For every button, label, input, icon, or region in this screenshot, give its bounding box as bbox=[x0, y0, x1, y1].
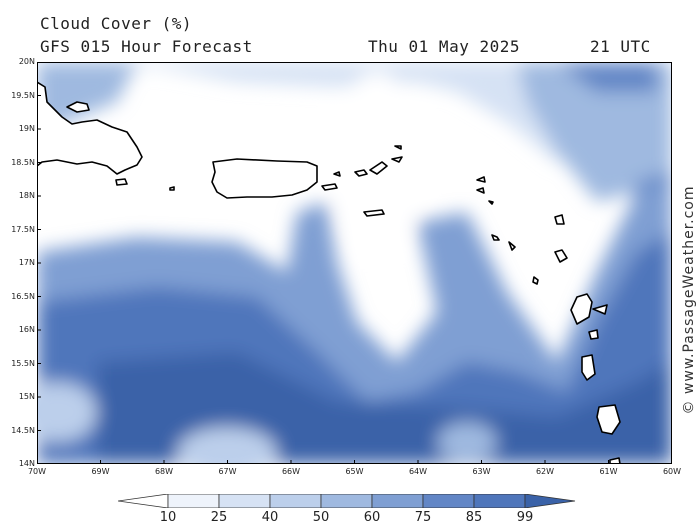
forecast-date: Thu 01 May 2025 bbox=[368, 37, 520, 56]
longitude-label: 66W bbox=[281, 467, 301, 476]
longitude-label: 69W bbox=[91, 467, 110, 476]
vieques-island bbox=[321, 183, 338, 191]
cloud-light-patch-sw bbox=[37, 382, 97, 442]
colorbar-level-label: 40 bbox=[261, 510, 279, 525]
longitude-label: 67W bbox=[218, 467, 237, 476]
longitude-label: 60W bbox=[662, 467, 682, 476]
cloud-light-patch bbox=[177, 427, 277, 464]
colorbar-segment bbox=[167, 494, 220, 508]
cloud-light-patch-se bbox=[437, 422, 497, 462]
map-canvas bbox=[37, 62, 672, 464]
montserrat-island bbox=[532, 276, 539, 285]
puerto-rico-coast bbox=[211, 158, 318, 199]
antigua-island bbox=[554, 249, 568, 263]
forecast-subtitle: GFS 015 Hour Forecast bbox=[40, 37, 253, 56]
colorbar-segment bbox=[422, 494, 475, 508]
saona-island bbox=[115, 178, 128, 186]
longitude-label: 68W bbox=[154, 467, 174, 476]
colorbar-level-label: 10 bbox=[159, 510, 177, 525]
longitude-label: 65W bbox=[345, 467, 364, 476]
latitude-label: 15.5N bbox=[11, 358, 35, 368]
latitude-label: 16.5N bbox=[11, 291, 35, 301]
cloud-band-light bbox=[37, 62, 672, 162]
axis-ticks bbox=[37, 62, 672, 464]
cloud-band-dark-ne bbox=[557, 62, 657, 92]
latitude-label: 19N bbox=[18, 124, 35, 133]
cloud-clear-patch bbox=[332, 72, 422, 252]
colorbar-level-label: 25 bbox=[210, 510, 228, 525]
colorbar-arrow-low bbox=[118, 494, 169, 508]
latitude-label: 16N bbox=[18, 325, 35, 334]
hispaniola-coast bbox=[37, 81, 143, 175]
cloud-band-mid-ne bbox=[517, 62, 672, 202]
tortuga-island bbox=[66, 101, 90, 113]
anguilla-stmartin bbox=[476, 176, 494, 205]
colorbar-segment bbox=[269, 494, 322, 508]
st-vincent-island bbox=[609, 457, 621, 464]
cloud-band-mid bbox=[37, 62, 137, 132]
dominica-island bbox=[588, 329, 599, 340]
latitude-label: 17N bbox=[18, 258, 35, 267]
latitude-label: 18.5N bbox=[11, 157, 35, 167]
longitude-label: 64W bbox=[408, 467, 428, 476]
latitude-label: 14N bbox=[18, 459, 35, 468]
mona-island bbox=[169, 186, 175, 191]
colorbar-level-label: 50 bbox=[312, 510, 330, 525]
colorbar-level-label: 60 bbox=[363, 510, 381, 525]
forecast-time: 21 UTC bbox=[590, 37, 651, 56]
map-title: Cloud Cover (%) bbox=[40, 14, 192, 33]
colorbar-level-label: 99 bbox=[516, 510, 534, 525]
st-kitts-nevis bbox=[491, 234, 516, 251]
longitude-label: 70W bbox=[27, 467, 47, 476]
colorbar-segment bbox=[473, 494, 526, 508]
latitude-label: 14.5N bbox=[11, 425, 35, 435]
barbuda-island bbox=[554, 214, 565, 225]
land-outlines bbox=[37, 81, 621, 464]
colorbar-level-label: 75 bbox=[414, 510, 432, 525]
longitude-label: 63W bbox=[472, 467, 491, 476]
colorbar-level-label: 85 bbox=[465, 510, 483, 525]
longitude-label: 62W bbox=[535, 467, 555, 476]
latitude-label: 15N bbox=[18, 392, 35, 401]
st-croix-island bbox=[363, 209, 385, 217]
cloud-cover-field bbox=[37, 62, 672, 464]
latitude-label: 18N bbox=[18, 191, 35, 200]
cloud-cover-map bbox=[37, 62, 672, 464]
colorbar-segment bbox=[218, 494, 271, 508]
latitude-label: 19.5N bbox=[11, 90, 35, 100]
martinique-island bbox=[581, 354, 596, 381]
guadeloupe-island bbox=[570, 293, 608, 325]
virgin-islands bbox=[354, 145, 403, 177]
colorbar-segment bbox=[371, 494, 424, 508]
colorbar bbox=[118, 494, 576, 508]
colorbar-arrow-high bbox=[524, 494, 576, 508]
watermark-text: © www.PassageWeather.com bbox=[681, 185, 697, 415]
culebra-island bbox=[333, 171, 341, 177]
latitude-label: 20N bbox=[18, 57, 35, 66]
latitude-label: 17.5N bbox=[11, 224, 35, 234]
colorbar-segment bbox=[320, 494, 373, 508]
longitude-label: 61W bbox=[599, 467, 618, 476]
st-lucia-island bbox=[596, 404, 621, 435]
